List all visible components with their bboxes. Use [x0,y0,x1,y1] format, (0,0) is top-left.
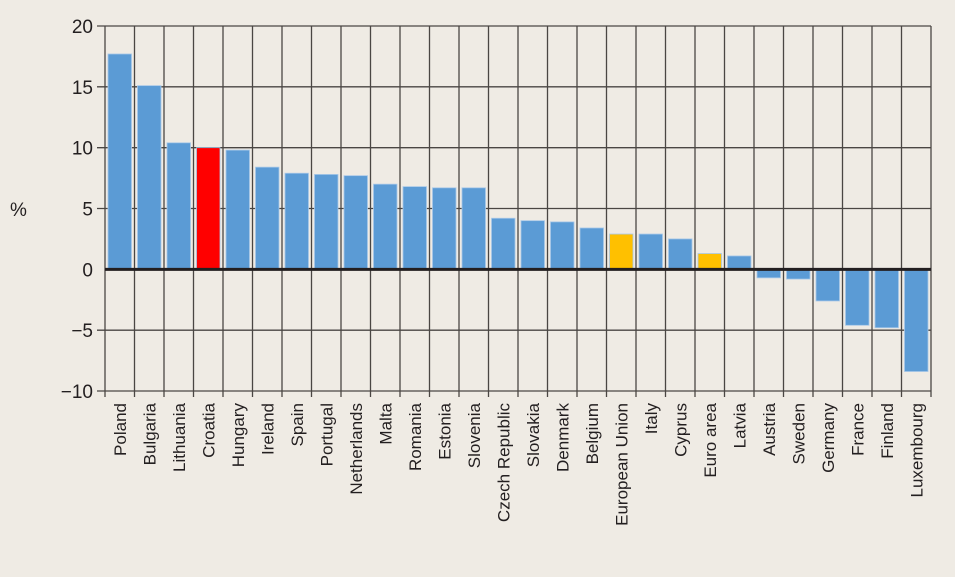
bar [491,217,516,270]
x-tick-label: Denmark [553,403,572,472]
x-tick-label: Euro area [701,402,720,477]
bar [579,227,604,270]
bar [697,253,722,270]
x-tick-label: European Union [612,403,631,526]
bar [845,268,870,326]
x-tick-label: Luxembourg [907,403,926,498]
y-axis-ticks: 20 15 10 5 0 −5 −10 [61,17,93,403]
bar [727,255,752,270]
y-tick-label: 10 [72,139,93,160]
x-tick-label: Slovenia [465,402,484,468]
x-tick-label: Cyprus [671,403,690,457]
x-tick-label: Hungary [229,403,248,468]
x-tick-label: Latvia [730,402,749,448]
x-axis-labels: Poland Bulgaria Lithuania Croatia Hungary Ire… [111,402,927,525]
bar [166,142,191,270]
y-tick-label: 5 [82,200,93,221]
x-tick-label: Slovakia [524,402,543,467]
bar [343,175,368,270]
x-tick-label: Germany [819,403,838,473]
x-tick-label: Poland [111,403,130,456]
x-tick-label: France [848,403,867,456]
bar [255,166,280,270]
x-tick-label: Estonia [435,402,454,459]
bar [373,183,398,270]
y-tick-label: 15 [72,78,93,99]
x-tick-label: Romania [406,402,425,471]
x-tick-label: Ireland [258,403,277,455]
bar [137,85,162,270]
bar [668,238,693,270]
x-tick-label: Portugal [317,403,336,466]
x-tick-label: Bulgaria [140,402,159,465]
x-tick-label: Finland [878,403,897,459]
bar [638,233,663,270]
y-axis-label: % [10,200,27,221]
bars [105,53,931,372]
x-tick-label: Spain [288,403,307,446]
x-tick-label: Netherlands [347,403,366,495]
bar [284,172,309,270]
bar [225,149,250,270]
y-tick-label: −5 [71,321,93,342]
bar [520,220,545,270]
bar [314,174,339,270]
bar [432,187,457,270]
bar [107,53,132,270]
grid-lines [97,25,932,397]
x-tick-label: Italy [642,403,661,435]
bar [196,147,221,270]
x-tick-label: Austria [760,402,779,455]
x-tick-label: Czech Republic [494,403,513,523]
bar [815,268,840,302]
x-tick-label: Croatia [199,402,218,457]
x-tick-label: Malta [376,402,395,444]
y-tick-label: 0 [82,260,93,281]
x-tick-label: Lithuania [170,402,189,472]
y-tick-label: 20 [72,17,93,38]
x-tick-label: Sweden [789,403,808,464]
bar [874,268,899,329]
bar [402,186,427,270]
bar [461,187,486,270]
bar [904,268,929,372]
y-tick-label: −10 [61,382,93,403]
bar [550,221,575,270]
x-tick-label: Belgium [583,403,602,464]
bar [609,233,634,270]
